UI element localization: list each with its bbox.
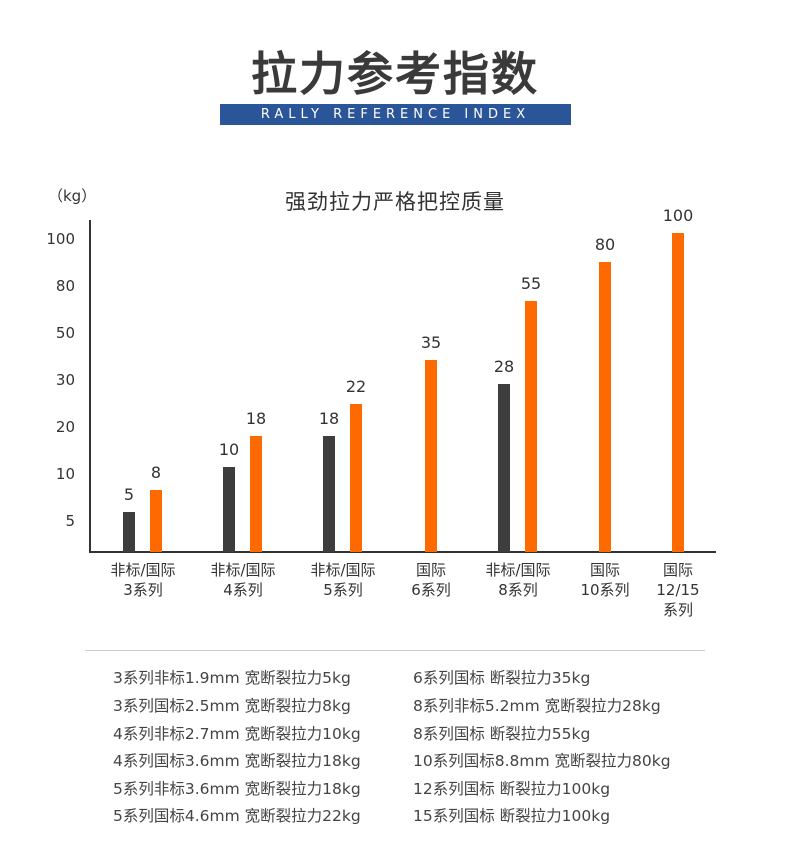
x-tick-label-line: 4系列 (223, 581, 263, 599)
x-tick-label-line: 非标/国际 (310, 561, 376, 579)
bar-non-standard (123, 512, 135, 552)
note-item: 10系列国标8.8mm 宽断裂拉力80kg (413, 752, 671, 770)
y-tick-label: 10 (56, 465, 75, 483)
bar-non-standard (498, 384, 510, 552)
x-tick-label-line: 系列 (662, 601, 693, 619)
x-tick-label: 非标/国际 4系列 (193, 560, 293, 600)
bar-value-label: 8 (151, 463, 161, 482)
x-tick-label-line: 3系列 (123, 581, 163, 599)
x-tick-label: 非标/国际 3系列 (93, 560, 193, 600)
bar-value-label: 28 (494, 357, 514, 376)
y-axis-unit: （kg） (48, 187, 97, 205)
x-tick-label: 国际 12/15 系列 (628, 560, 728, 620)
x-tick-label-line: 国际 (589, 561, 620, 579)
x-tick-label-line: 10系列 (580, 581, 630, 599)
x-tick-label-line: 12/15 (656, 581, 700, 599)
bar-international (599, 262, 611, 552)
note-item: 4系列非标2.7mm 宽断裂拉力10kg (113, 725, 361, 743)
x-tick-label-line: 6系列 (411, 581, 451, 599)
note-item: 5系列国标4.6mm 宽断裂拉力22kg (113, 807, 361, 825)
bar-international (350, 404, 362, 552)
y-tick-label: 5 (65, 512, 75, 530)
bar-value-label: 35 (421, 333, 441, 352)
bar-international (672, 233, 684, 552)
note-item: 3系列非标1.9mm 宽断裂拉力5kg (113, 669, 351, 687)
x-tick-label-line: 国际 (662, 561, 693, 579)
bar-value-label: 22 (346, 377, 366, 396)
bar-international (525, 301, 537, 552)
note-item: 5系列非标3.6mm 宽断裂拉力18kg (113, 780, 361, 798)
english-banner: RALLY REFERENCE INDEX (220, 104, 571, 125)
x-tick-label-line: 非标/国际 (110, 561, 176, 579)
note-item: 8系列非标5.2mm 宽断裂拉力28kg (413, 697, 661, 715)
x-tick-label-line: 5系列 (323, 581, 363, 599)
x-tick-label: 国际 6系列 (381, 560, 481, 600)
bar-value-label: 18 (246, 409, 266, 428)
page-title: 拉力参考指数 (251, 47, 539, 101)
y-tick-label: 80 (56, 277, 75, 295)
bar-international (425, 360, 437, 552)
x-tick-label: 非标/国际 5系列 (293, 560, 393, 600)
y-tick-label: 30 (56, 371, 75, 389)
bar-value-label: 100 (663, 206, 694, 225)
y-tick-label: 100 (46, 230, 75, 248)
bar-value-label: 80 (595, 235, 615, 254)
y-tick-label: 50 (56, 324, 75, 342)
x-tick-label: 非标/国际 8系列 (468, 560, 568, 600)
chart-title: 强劲拉力严格把控质量 (285, 190, 505, 214)
bar-non-standard (223, 467, 235, 552)
divider (85, 650, 705, 651)
note-item: 6系列国标 断裂拉力35kg (413, 669, 591, 687)
bar-international (150, 490, 162, 552)
x-tick-label-line: 国际 (415, 561, 446, 579)
note-item: 8系列国标 断裂拉力55kg (413, 725, 591, 743)
bar-international (250, 436, 262, 552)
x-tick-label-line: 非标/国际 (210, 561, 276, 579)
bar-non-standard (323, 436, 335, 552)
y-tick-label: 20 (56, 418, 75, 436)
note-item: 3系列国标2.5mm 宽断裂拉力8kg (113, 697, 351, 715)
note-item: 12系列国标 断裂拉力100kg (413, 780, 611, 798)
bar-value-label: 55 (521, 274, 541, 293)
x-tick-label-line: 8系列 (498, 581, 538, 599)
bar-value-label: 18 (319, 409, 339, 428)
note-item: 15系列国标 断裂拉力100kg (413, 807, 611, 825)
x-tick-label: 国际 10系列 (555, 560, 655, 600)
bar-value-label: 10 (219, 440, 239, 459)
note-item: 4系列国标3.6mm 宽断裂拉力18kg (113, 752, 361, 770)
bar-value-label: 5 (124, 485, 134, 504)
x-tick-label-line: 非标/国际 (485, 561, 551, 579)
